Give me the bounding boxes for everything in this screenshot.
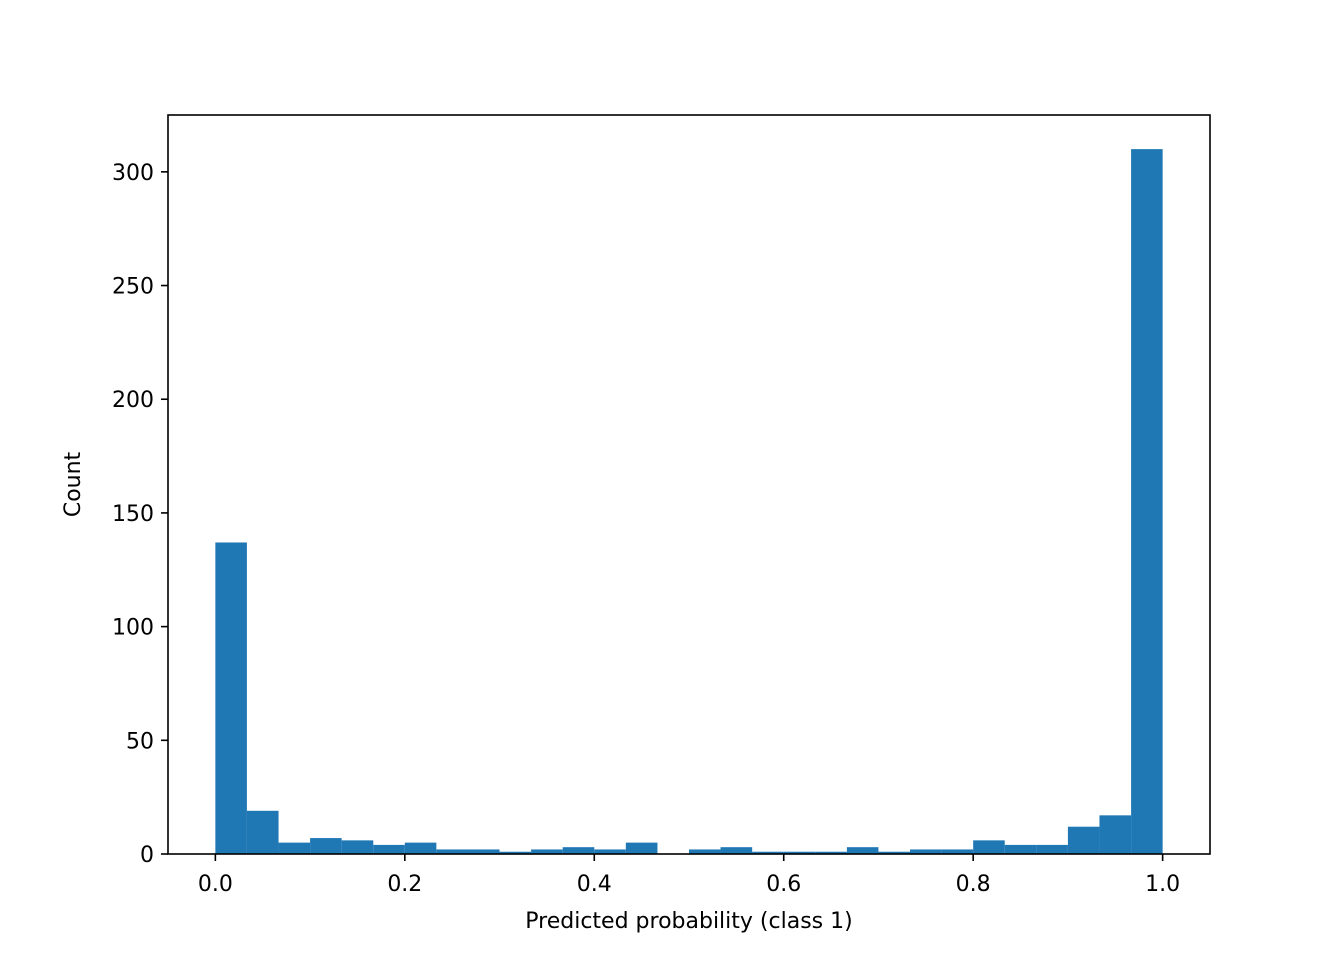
- y-tick-label: 100: [112, 616, 154, 641]
- histogram-bar: [436, 849, 468, 854]
- histogram-bar: [278, 842, 311, 854]
- histogram-bar: [1099, 815, 1132, 854]
- histogram-bar: [373, 844, 405, 854]
- x-tick-label: 0.0: [198, 872, 233, 897]
- y-tick-label: 50: [126, 729, 154, 754]
- histogram-bar: [404, 842, 437, 854]
- x-axis-title: Predicted probability (class 1): [525, 909, 852, 934]
- histogram-bar: [246, 810, 279, 854]
- x-tick-label: 0.2: [387, 872, 422, 897]
- histogram-bar: [1067, 826, 1100, 854]
- histogram-bar: [815, 851, 847, 854]
- histogram-bar: [531, 849, 563, 854]
- histogram-bar: [941, 849, 974, 854]
- x-tick-label: 0.8: [956, 872, 991, 897]
- y-tick-label: 150: [112, 502, 154, 527]
- histogram-bar: [1131, 149, 1163, 855]
- histogram-bar: [468, 849, 500, 854]
- y-tick-label: 0: [140, 843, 154, 868]
- x-tick-label: 1.0: [1145, 872, 1180, 897]
- histogram-bar: [341, 840, 374, 854]
- x-tick-label: 0.4: [577, 872, 612, 897]
- histogram-bar: [625, 842, 658, 854]
- histogram-bar: [783, 851, 816, 854]
- histogram-bar: [1004, 844, 1037, 854]
- bars-layer: [215, 149, 1163, 855]
- histogram-bar: [910, 849, 942, 854]
- histogram-bar: [973, 840, 1005, 854]
- y-tick-label: 300: [112, 161, 154, 186]
- x-tick-label: 0.6: [766, 872, 801, 897]
- histogram-bar: [846, 847, 879, 854]
- histogram-bar: [752, 851, 784, 854]
- y-axis-title: Count: [61, 451, 86, 517]
- histogram-bar: [594, 849, 626, 854]
- histogram-bar: [562, 847, 595, 854]
- histogram-bar: [1036, 844, 1068, 854]
- histogram-bar: [499, 851, 532, 854]
- histogram-bar: [215, 542, 247, 854]
- x-axis-ticks: 0.0 0.2 0.4 0.6 0.8 1.0: [198, 854, 1180, 897]
- histogram-bar: [310, 838, 342, 854]
- y-axis-ticks: 0 50 100 150 200 250 300: [112, 161, 168, 868]
- histogram-bar: [689, 849, 721, 854]
- histogram-bar: [878, 851, 910, 854]
- y-tick-label: 250: [112, 275, 154, 300]
- y-tick-label: 200: [112, 388, 154, 413]
- plot-frame: [167, 114, 1211, 855]
- histogram-bar: [720, 847, 753, 854]
